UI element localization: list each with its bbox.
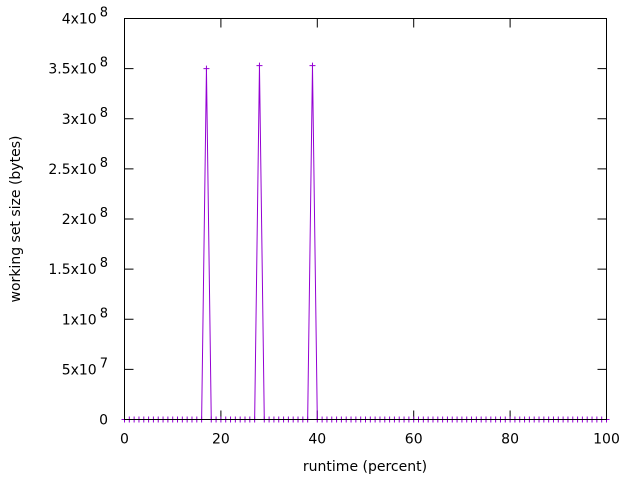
x-tick-label: 80 [501,432,519,448]
y-axis-ticks: 0 5x10 7 1x10 8 1.5x10 8 2x10 8 2.5x10 8 3x10 8 3.5x1… [48,6,607,429]
x-tick-label: 100 [593,432,620,448]
data-point-marker [309,62,316,69]
x-tick-label: 60 [405,432,423,448]
series-layer [121,62,610,423]
x-axis-ticks: 0 20 40 60 80 100 [120,18,620,448]
y-tick-label: 3x10 8 [62,106,108,128]
plot-frame [124,18,607,420]
y-tick-label: 4x10 8 [62,6,108,28]
y-axis-title: working set size (bytes) [8,136,24,303]
series-line [124,65,607,420]
y-tick-label: 1x10 8 [62,306,108,328]
y-tick-label: 0 [99,413,108,429]
x-tick-label: 0 [120,432,129,448]
y-tick-label: 3.5x10 8 [48,56,108,78]
x-tick-label: 40 [308,432,326,448]
y-tick-label: 2x10 8 [62,206,108,228]
y-tick-label: 1.5x10 8 [48,256,108,278]
y-tick-label: 5x10 7 [62,356,108,378]
x-axis-title: runtime (percent) [303,459,427,475]
x-tick-label: 20 [212,432,230,448]
y-tick-label: 2.5x10 8 [48,156,108,178]
data-point-marker [256,62,263,69]
data-point-marker [203,65,210,72]
